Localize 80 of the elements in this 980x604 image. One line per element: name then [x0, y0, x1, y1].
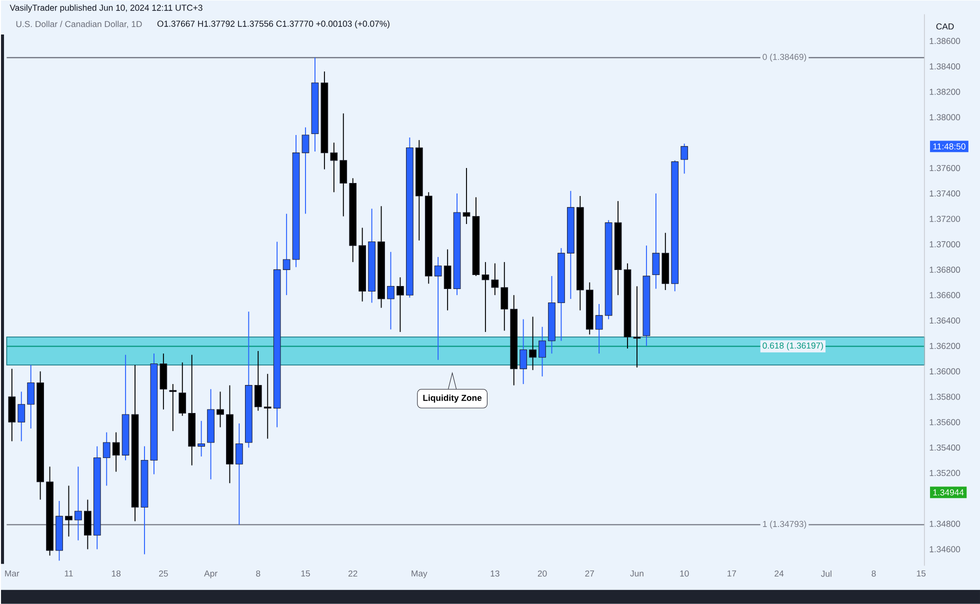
candlestick — [302, 126, 310, 214]
candlestick — [520, 318, 528, 385]
ref-line-label: 0.618 (1.36197) — [762, 342, 823, 350]
x-tick-label: Jun — [630, 570, 644, 577]
text: U.S. Dollar / Canadian Dollar, 1D — [16, 20, 142, 28]
text: VasilyTrader published Jun 10, 2024 12:11 UTC+3 — [10, 4, 202, 13]
candlestick — [74, 466, 82, 541]
x-tick-label: 20 — [538, 570, 547, 577]
candlestick — [396, 276, 404, 332]
candlestick — [198, 420, 205, 457]
y-tick-label: 1.36200 — [930, 342, 960, 350]
x-tick-label: 18 — [112, 570, 121, 577]
annotation: Liquidity Zone — [423, 394, 482, 403]
candlestick — [633, 286, 641, 368]
candlestick — [282, 213, 290, 296]
candlestick — [236, 423, 243, 526]
x-tick-label: May — [412, 570, 428, 578]
y-tick-label: 1.34600 — [930, 546, 960, 552]
x-tick-label: Apr — [204, 570, 218, 578]
candlestick — [434, 256, 442, 360]
candlestick — [102, 432, 110, 486]
y-axis-title: CAD — [936, 23, 954, 30]
candlestick — [178, 362, 186, 416]
x-tick-label: 22 — [348, 570, 358, 577]
ref-line-label: 1 (1.34793) — [763, 520, 806, 529]
x-tick-label: 15 — [916, 570, 926, 577]
x-tick-label: 25 — [159, 570, 168, 577]
y-tick-label: 1.38200 — [930, 88, 960, 95]
y-tick-label: 1.38600 — [930, 38, 960, 44]
x-tick-label: 13 — [490, 570, 500, 577]
text: 1.34944 — [933, 489, 964, 496]
x-tick-label: 10 — [680, 570, 689, 577]
y-tick-label: 1.35400 — [930, 444, 960, 451]
candlestick — [529, 316, 536, 371]
x-tick-label: 8 — [872, 570, 876, 577]
candlestick — [216, 391, 224, 428]
x-tick-label: 24 — [774, 570, 784, 577]
x-tick-label: Mar — [5, 570, 20, 577]
candlestick — [500, 262, 508, 332]
y-tick-label: 1.35600 — [930, 419, 960, 426]
y-tick-label: 1.38400 — [930, 63, 960, 70]
candlestick — [482, 262, 490, 332]
candlestick — [254, 350, 262, 412]
y-tick-label: 1.34800 — [930, 520, 960, 527]
candlestick — [112, 432, 120, 472]
candlestick — [169, 384, 177, 432]
y-tick-label: 1.35200 — [930, 470, 960, 476]
candlestick — [264, 373, 272, 440]
x-tick-label: 15 — [301, 570, 310, 577]
candlestick — [680, 143, 688, 174]
candlestick — [18, 391, 26, 442]
y-tick-label: 1.36800 — [930, 266, 960, 273]
candlestick — [491, 262, 499, 296]
candlestick — [538, 326, 546, 377]
candlestick — [462, 168, 470, 224]
text: O1.37667 H1.37792 L1.37556 C1.37770 +0.00103 (+0.07%) — [157, 20, 390, 29]
y-tick-label: 1.38000 — [930, 114, 960, 120]
x-tick-label: 27 — [585, 570, 594, 577]
y-tick-label: 1.37400 — [930, 190, 960, 197]
y-tick-label: 1.37200 — [930, 216, 960, 222]
y-tick-label: 1.36600 — [930, 292, 960, 298]
y-tick-label: 1.37600 — [930, 165, 960, 172]
y-tick-label: 1.36000 — [930, 368, 960, 374]
candlestick — [65, 485, 72, 538]
candlestick — [27, 364, 35, 430]
x-tick-label: 17 — [728, 570, 736, 576]
y-tick-label: 1.37000 — [930, 241, 960, 248]
candlestick — [652, 193, 660, 290]
candlestick — [330, 142, 338, 193]
y-tick-label: 1.35800 — [930, 394, 960, 400]
ref-line-label: 0 (1.38469) — [762, 54, 806, 62]
x-tick-label: Jul — [820, 570, 832, 577]
x-tick-label: 11 — [64, 570, 73, 576]
candlestick — [340, 113, 348, 217]
text: 11:48:50 — [933, 143, 966, 150]
candlestick — [387, 252, 394, 330]
x-tick-label: 8 — [256, 570, 260, 577]
candlestick — [595, 304, 603, 354]
y-tick-label: 1.36400 — [930, 318, 960, 324]
candlestick — [444, 248, 452, 311]
